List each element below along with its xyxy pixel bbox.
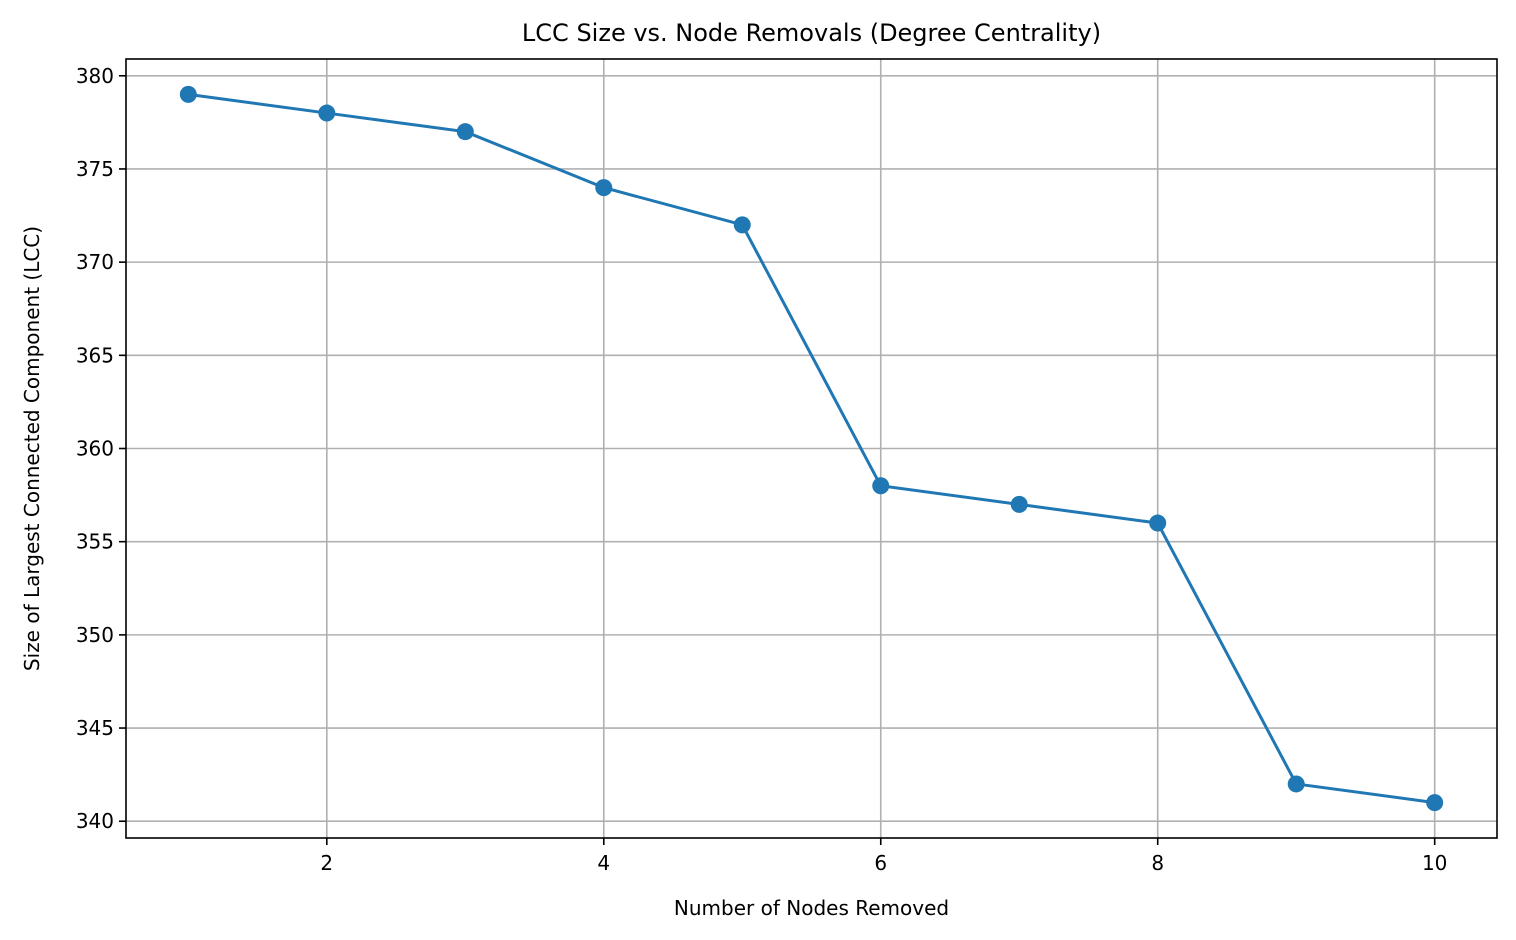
y-tick-label: 345: [76, 716, 114, 740]
x-tick-label: 4: [597, 851, 610, 875]
data-point: [1426, 794, 1444, 812]
y-tick-label: 350: [76, 623, 114, 647]
data-point: [1287, 775, 1305, 793]
x-tick-label: 6: [874, 851, 887, 875]
data-point: [1010, 495, 1028, 513]
y-axis: 340 345 350 355 360 365 370 375 380: [76, 64, 126, 833]
data-point: [872, 477, 890, 495]
chart-title: LCC Size vs. Node Removals (Degree Centr…: [522, 19, 1101, 47]
y-tick-label: 375: [76, 157, 114, 181]
x-tick-label: 10: [1422, 851, 1447, 875]
x-tick-label: 2: [320, 851, 333, 875]
x-tick-label: 8: [1151, 851, 1164, 875]
data-point: [1149, 514, 1167, 532]
x-axis-label: Number of Nodes Removed: [674, 896, 949, 920]
data-point: [318, 104, 336, 122]
data-point: [179, 85, 197, 103]
series-layer: [179, 85, 1444, 812]
x-axis: 2 4 6 8 10: [320, 838, 1447, 875]
data-point: [456, 123, 474, 141]
data-point: [595, 179, 613, 197]
series-line: [188, 92, 1435, 805]
y-tick-label: 340: [76, 809, 114, 833]
y-tick-label: 365: [76, 343, 114, 367]
y-axis-label: Size of Largest Connected Component (LCC…: [20, 226, 44, 671]
data-point: [733, 216, 751, 234]
grid: [126, 59, 1497, 838]
y-tick-label: 355: [76, 530, 114, 554]
y-tick-label: 370: [76, 250, 114, 274]
y-tick-label: 380: [76, 64, 114, 88]
y-tick-label: 360: [76, 437, 114, 461]
